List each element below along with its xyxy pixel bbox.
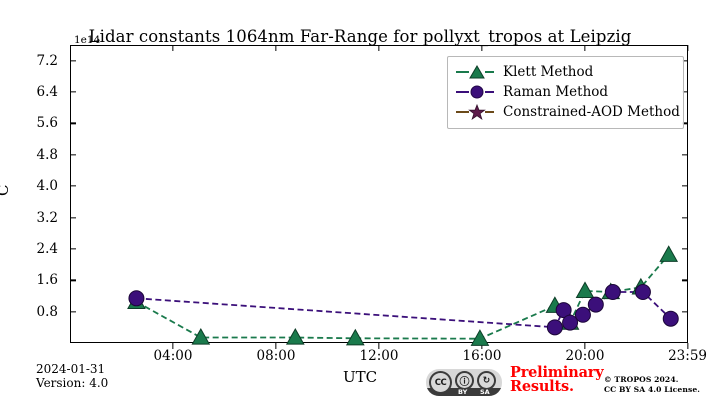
y-tick-label: 1.6 [36, 272, 58, 289]
y-tick-mark [682, 154, 688, 156]
y-tick-mark [70, 60, 76, 62]
legend-key-constrained-star-icon [455, 102, 499, 122]
x-tick-mark [275, 45, 277, 51]
x-tick-label: 20:00 [565, 348, 605, 364]
y-tick-mark [682, 248, 688, 250]
x-tick-mark [686, 45, 689, 51]
preliminary-line-2: Results. [510, 378, 574, 395]
x-tick-mark [172, 343, 174, 349]
y-tick-label: 5.6 [36, 115, 58, 132]
legend-item-raman[interactable]: Raman Method [455, 82, 676, 102]
y-tick-mark [682, 60, 688, 62]
x-tick-mark [378, 343, 380, 349]
cc-sa-text: SA [480, 388, 490, 396]
x-tick-mark [275, 343, 277, 349]
y-tick-label: 0.8 [36, 303, 58, 320]
copyright-line-2: CC BY SA 4.0 License. [604, 384, 701, 394]
preliminary-results-text: Preliminary Results. [510, 364, 604, 395]
x-tick-mark [584, 45, 586, 51]
legend-item-klett[interactable]: Klett Method [455, 62, 676, 82]
y-tick-label: 2.4 [36, 240, 58, 257]
x-tick-mark [481, 343, 483, 349]
y-tick-mark [682, 91, 688, 93]
y-tick-label: 4.0 [36, 178, 58, 195]
x-tick-label: 08:00 [256, 348, 296, 364]
legend-item-constrained-aod[interactable]: Constrained-AOD Method [455, 102, 680, 122]
x-tick-mark [686, 343, 689, 349]
x-tick-label: 16:00 [462, 348, 502, 364]
y-tick-mark [70, 154, 76, 156]
copyright-text: © TROPOS 2024. CC BY SA 4.0 License. [604, 375, 700, 394]
legend-label-klett: Klett Method [503, 64, 594, 80]
y-tick-mark [70, 279, 76, 281]
copyright-line-1: © TROPOS 2024. [604, 375, 679, 384]
y-tick-mark [682, 310, 688, 313]
version-text: Version: 4.0 [36, 376, 109, 390]
y-tick-mark [682, 185, 688, 187]
date-text: 2024-01-31 [36, 362, 106, 376]
y-axis-label: C [0, 185, 12, 196]
x-tick-label: 23:59 [668, 348, 707, 364]
chart-legend[interactable]: Klett Method Raman Method Constrained-AO… [447, 56, 684, 129]
y-tick-mark [682, 279, 688, 281]
y-tick-mark [70, 216, 76, 219]
preliminary-line-1: Preliminary [510, 364, 604, 381]
x-tick-mark [481, 45, 483, 51]
y-tick-mark [70, 248, 76, 250]
cc-mark-text: CC [431, 373, 450, 392]
x-tick-mark [584, 343, 586, 349]
y-tick-mark [70, 185, 76, 187]
y-tick-label: 4.8 [36, 146, 58, 163]
y-tick-label: 7.2 [36, 52, 58, 69]
x-tick-mark [378, 45, 380, 51]
legend-key-raman-circle-icon [455, 82, 499, 102]
y-tick-mark [682, 216, 688, 219]
y-axis-offset-text: 1e14 [74, 34, 101, 46]
x-tick-mark [172, 45, 174, 51]
creative-commons-badge-icon: CC ⓘ ↻ BY SA [426, 369, 502, 396]
x-tick-label: 04:00 [153, 348, 193, 364]
legend-label-raman: Raman Method [503, 84, 609, 100]
chart-title: Lidar constants 1064nm Far-Range for pol… [88, 27, 632, 46]
legend-key-klett-triangle-icon [455, 62, 499, 82]
y-tick-mark [682, 122, 688, 125]
y-tick-label: 6.4 [36, 84, 58, 101]
x-tick-label: 12:00 [359, 348, 399, 364]
legend-label-constrained-aod: Constrained-AOD Method [503, 104, 680, 120]
y-tick-mark [70, 91, 76, 93]
y-tick-mark [70, 310, 76, 313]
y-tick-mark [70, 122, 76, 125]
y-tick-label: 3.2 [36, 209, 58, 226]
cc-by-text: BY [458, 388, 468, 396]
x-axis-label: UTC [342, 368, 378, 386]
